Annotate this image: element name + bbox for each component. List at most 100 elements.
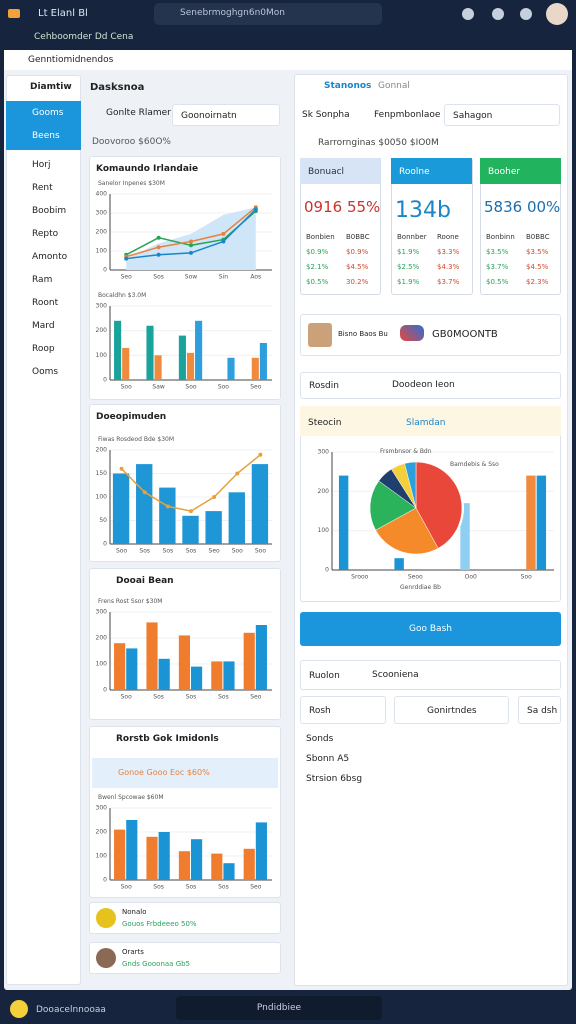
sidebar-item[interactable]: Roont [32, 298, 59, 308]
bottom-center[interactable]: Pndidbiee [176, 996, 382, 1020]
icon[interactable] [520, 8, 532, 20]
bar [126, 648, 138, 690]
card-value: $0.5% [306, 278, 329, 286]
sidebar-item[interactable]: Beens [6, 124, 81, 150]
chart: 0 100 200 300 Soo Sos Sos Sos Seo [96, 805, 272, 891]
bar [114, 829, 126, 880]
bar [114, 643, 126, 690]
x-tick-label: Seo [209, 548, 221, 555]
y-tick-label: 300 [96, 303, 108, 310]
tab[interactable]: Gonnal [378, 81, 410, 91]
mini-row[interactable] [89, 902, 281, 934]
bullet[interactable]: Strsion 6bsg [306, 774, 363, 784]
panel-title: Doeopimuden [96, 412, 167, 422]
bar [228, 492, 245, 544]
button[interactable]: Goo Bash [300, 612, 561, 646]
x-tick-label: Sos [218, 694, 229, 701]
mini-sub: Gnds Gooonaa Gb5 [122, 960, 191, 968]
y-tick-label: 100 [96, 494, 108, 501]
x-tick-label: Soo [121, 884, 132, 891]
y-tick-label: 100 [96, 661, 108, 668]
chart-subtitle: Frens Rost Ssor $30M [98, 598, 163, 605]
workspace[interactable]: Cehboomder Dd Cena [34, 32, 134, 42]
row-value: Doodeon Ieon [392, 380, 455, 390]
icon [10, 1000, 28, 1018]
bar [146, 622, 158, 690]
mini-sub: Gouos Frbdeeeo 50% [122, 920, 197, 928]
bar [158, 658, 170, 690]
bar [154, 355, 162, 380]
x-tick-label: Seo [250, 694, 261, 701]
card-value: $0.9% [306, 248, 329, 256]
y-tick-label: 100 [96, 853, 108, 860]
button[interactable]: Sa dsh [518, 696, 561, 724]
left-title: Dasksnoa [90, 82, 145, 93]
sidebar-item[interactable]: Roop [32, 344, 55, 354]
app-name: Lt Elanl Bl [38, 8, 88, 19]
card-value: $4.3% [437, 263, 460, 271]
point [212, 495, 217, 499]
dropdown[interactable]: Sahagon [444, 104, 560, 126]
card-value: $3.5% [526, 248, 549, 256]
point [253, 207, 258, 212]
bar [191, 839, 203, 880]
bullet[interactable]: Sonds [306, 734, 334, 744]
bar [227, 357, 235, 380]
chip: Gonoe Gooo Eoc $60% [92, 758, 278, 788]
y-tick-label: 0 [103, 687, 107, 694]
sidebar-item[interactable]: Amonto [32, 252, 68, 262]
row[interactable]: Ruolon [300, 660, 561, 690]
x-tick-label: Saw [152, 384, 164, 391]
sidebar-title: Diamtiw [30, 82, 72, 92]
sidebar-item[interactable]: Ooms [32, 367, 59, 377]
bar [146, 325, 154, 380]
row[interactable]: Rosdin [300, 372, 561, 399]
sidebar-item[interactable]: Mard [32, 321, 55, 331]
x-tick-label: Soo [185, 384, 196, 391]
panel-title: Rorstb Gok Imidonls [116, 734, 219, 744]
chip: Slamdan [406, 418, 446, 428]
card-head: Booher [480, 158, 561, 184]
sidebar-item[interactable]: Horj [32, 160, 51, 170]
row[interactable]: Rosh [300, 696, 386, 724]
product-code: GB0MOONTB [432, 329, 498, 340]
bar [158, 832, 170, 880]
bar [182, 515, 199, 544]
dropdown[interactable]: Gonirtndes [394, 696, 509, 724]
icon[interactable] [462, 8, 474, 20]
x-tick-label: Sos [153, 884, 164, 891]
y-tick-label: 300 [96, 805, 108, 812]
pie-slice [375, 507, 439, 555]
panel-title: Dooai Bean [116, 576, 174, 586]
avatar[interactable] [546, 3, 568, 25]
card-head: Roolne [391, 158, 472, 184]
x-tick-label: Soo [121, 384, 132, 391]
sidebar-item[interactable]: Repto [32, 229, 59, 239]
y-tick-label: 200 [96, 635, 108, 642]
y-tick-label: 50 [99, 517, 107, 524]
card-value: $0.9% [346, 248, 369, 256]
sidebar-item[interactable]: Rent [32, 183, 53, 193]
filter[interactable]: Goonoirnatn [172, 104, 280, 126]
card-value: Bonnber [397, 233, 427, 241]
x-tick-label: Aos [250, 274, 261, 281]
chart-subtitle: Fiwas Rosdeod Bde $30M [98, 436, 175, 443]
chart-footer: Genrddiae Bb [400, 584, 441, 591]
x-tick-label: Sos [163, 548, 174, 555]
x-tick-label: Sos [186, 548, 197, 555]
point [142, 490, 147, 495]
card-head: Bonuacl [300, 158, 381, 184]
y-tick-label: 200 [96, 829, 108, 836]
sidebar-item[interactable]: Ram [32, 275, 53, 285]
mini-row[interactable] [89, 942, 281, 974]
product-row[interactable] [300, 314, 561, 356]
sidebar-item[interactable]: Gooms [6, 101, 81, 127]
bullet[interactable]: Sbonn A5 [306, 754, 350, 764]
icon[interactable] [492, 8, 504, 20]
point [221, 231, 226, 236]
card-value: 30.2% [346, 278, 369, 286]
filter[interactable]: Fenpmbonlaoe [374, 110, 441, 120]
search[interactable]: Senebrmoghgn6n0Mon [154, 3, 382, 25]
sidebar-item[interactable]: Boobim [32, 206, 67, 216]
